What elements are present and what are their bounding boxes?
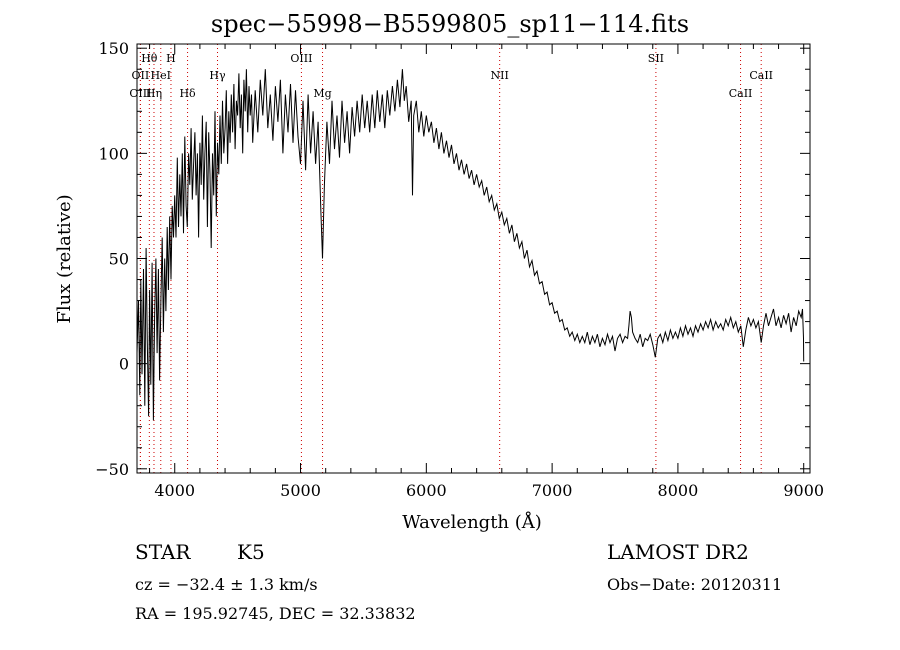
line-label-13: CaII	[729, 87, 753, 100]
spectral-subclass: K5	[237, 540, 265, 564]
chart-title: spec−55998−B5599805_sp11−114.fits	[210, 10, 690, 38]
y-tick-label: 50	[109, 250, 129, 269]
line-label-8: OIII	[290, 52, 312, 65]
y-tick-label: 0	[119, 355, 129, 374]
line-label-11: SII	[648, 52, 664, 65]
line-label-3: HeI	[151, 69, 171, 82]
axis-ticks: 4000 5000 6000 7000 8000 9000 −50 0 50 100 150	[95, 39, 824, 500]
y-tick-label: −50	[95, 460, 129, 479]
object-class: STAR	[135, 540, 191, 564]
line-label-10: NII	[491, 69, 509, 82]
x-tick-label: 9000	[783, 481, 824, 500]
x-axis-label: Wavelength (Å)	[402, 511, 542, 533]
survey-name: LAMOST DR2	[607, 540, 749, 564]
x-tick-label: 8000	[658, 481, 699, 500]
spectrum-series	[136, 69, 805, 421]
y-tick-label: 100	[98, 144, 129, 163]
x-tick-label: 7000	[532, 481, 573, 500]
line-label-12: CaII	[749, 69, 773, 82]
line-label-2: OII	[132, 69, 150, 82]
x-tick-label: 5000	[280, 481, 321, 500]
line-label-7: Hγ	[209, 69, 226, 82]
redshift-value: cz = −32.4 ± 1.3 km/s	[135, 575, 318, 594]
line-label-1: H	[166, 52, 176, 65]
x-tick-label: 4000	[154, 481, 195, 500]
line-label-6: Hδ	[179, 87, 196, 100]
line-label-5: Hη	[146, 87, 162, 100]
y-axis-label: Flux (relative)	[54, 194, 75, 323]
observation-date: Obs−Date: 20120311	[607, 575, 783, 594]
line-label-4: OIII	[129, 87, 151, 100]
x-tick-label: 6000	[406, 481, 447, 500]
spectrum-line	[136, 69, 805, 421]
line-label-9: Mg	[313, 87, 331, 100]
y-tick-label: 150	[98, 39, 129, 58]
coordinates: RA = 195.92745, DEC = 32.33832	[135, 604, 416, 623]
line-label-0: Hθ	[141, 52, 158, 65]
